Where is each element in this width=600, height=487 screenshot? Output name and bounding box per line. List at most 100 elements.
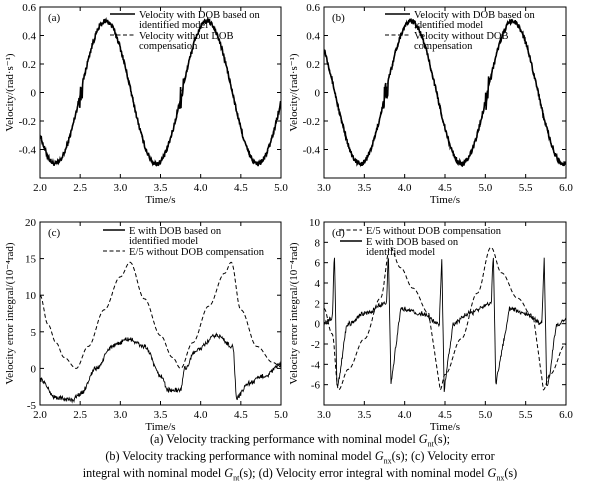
y-tick-label: 0.6 [22, 2, 36, 14]
legend-label: identified model [366, 247, 435, 258]
series-line-dashed [40, 261, 281, 369]
y-tick-label: 0 [315, 88, 321, 100]
caption-line-1: (a) Velocity tracking performance with n… [149, 432, 451, 449]
panel-label: (c) [48, 227, 61, 239]
panel-d: 3.0 3.5 4.0 4.5 5.0 5.5 6.0 -6 -4 -2 0 2 4 6 8 10 Time/s… [288, 217, 573, 433]
x-tick-label: 4.5 [234, 182, 248, 194]
series-line-solid [324, 257, 566, 392]
x-tick-label: 5.5 [519, 409, 533, 421]
series-line-solid [40, 332, 281, 404]
x-tick-label: 3.0 [317, 182, 331, 194]
x-tick-label: 4.5 [438, 182, 452, 194]
y-tick-label: 0 [31, 88, 37, 100]
x-axis-label: Time/s [145, 194, 175, 206]
x-tick-label: 4.5 [234, 409, 248, 421]
panel-label: (d) [332, 227, 345, 239]
y-tick-label: -5 [27, 400, 37, 412]
x-tick-label: 4.0 [194, 182, 208, 194]
y-tick-label: -0.4 [19, 145, 37, 157]
legend-label: identified model [414, 20, 483, 31]
x-tick-label: 4.0 [398, 409, 412, 421]
legend-label: E with DOB based on [129, 226, 222, 237]
x-tick-label: 3.0 [113, 409, 127, 421]
x-tick-label: 3.0 [113, 182, 127, 194]
y-tick-label: 15 [25, 254, 37, 266]
y-tick-label: 10 [25, 290, 37, 302]
x-tick-label: 3.0 [317, 409, 331, 421]
y-tick-label: 0 [31, 363, 37, 375]
y-tick-label: -0.2 [303, 116, 320, 128]
y-tick-label: 4 [315, 278, 321, 290]
x-tick-label: 3.5 [357, 409, 371, 421]
y-tick-label: 10 [309, 217, 321, 229]
x-axis-label: Time/s [145, 421, 175, 433]
y-tick-label: 0.4 [306, 31, 320, 43]
panel-label: (b) [332, 12, 345, 24]
panel-c: 2.0 2.5 3.0 3.5 4.0 4.5 5.0 -5 0 5 10 15 20 Time/s Vel… [4, 217, 288, 433]
y-tick-label: 0.2 [306, 59, 320, 71]
panel-a: 2.0 2.5 3.0 3.5 4.0 4.5 5.0 -0.4 -0.2 0 0.2 0.4 0.6 T… [4, 2, 288, 206]
x-tick-label: 2.5 [73, 182, 87, 194]
x-tick-label: 5.0 [478, 182, 492, 194]
x-tick-label: 4.0 [398, 182, 412, 194]
x-tick-label: 3.5 [357, 182, 371, 194]
x-tick-label: 5.0 [274, 409, 288, 421]
legend-label: E/5 without DOB compensation [129, 247, 265, 258]
y-tick-label: 5 [31, 327, 37, 339]
y-axis-label: Velocity error integral/(10⁻⁴rad) [288, 242, 300, 385]
legend-label: Velocity with DOB based on [414, 10, 535, 21]
y-tick-label: -0.2 [19, 116, 36, 128]
y-tick-label: -6 [311, 380, 321, 392]
legend-label: compensation [414, 41, 473, 52]
x-tick-label: 2.0 [33, 182, 47, 194]
x-tick-label: 6.0 [559, 409, 573, 421]
y-axis-label: Velocity error integral/(10⁻⁴rad) [4, 242, 16, 385]
caption-line-3: integral with nominal model Gnt(s); (d) … [82, 466, 518, 483]
y-tick-label: -2 [311, 339, 320, 351]
legend-label: identified model [139, 20, 208, 31]
y-axis-label: Velocity/(rad·s⁻¹) [4, 53, 16, 131]
x-tick-label: 2.0 [33, 409, 47, 421]
x-tick-label: 4.0 [194, 409, 208, 421]
x-tick-label: 2.5 [73, 409, 87, 421]
x-axis-label: Time/s [430, 421, 460, 433]
y-tick-label: 0.4 [22, 31, 36, 43]
series-line-dashed [324, 246, 566, 391]
x-tick-label: 6.0 [559, 182, 573, 194]
y-tick-label: 0.2 [22, 59, 36, 71]
legend-label: Velocity with DOB based on [139, 10, 260, 21]
x-tick-label: 4.5 [438, 409, 452, 421]
legend-label: compensation [139, 41, 198, 52]
panel-label: (a) [48, 12, 61, 24]
x-tick-label: 5.5 [519, 182, 533, 194]
panel-b: 3.0 3.5 4.0 4.5 5.0 5.5 6.0 -0.4 -0.2 0 0.2 0.4 0.6 T… [288, 2, 573, 206]
legend-label: E with DOB based on [366, 237, 459, 248]
y-axis-label: Velocity/(rad·s⁻¹) [288, 53, 300, 131]
y-tick-label: 2 [315, 298, 321, 310]
y-tick-label: -4 [311, 359, 321, 371]
caption-line-2: (b) Velocity tracking performance with n… [105, 449, 495, 466]
legend-label: Velocity without DOB [139, 31, 234, 42]
legend-label: identified model [129, 236, 198, 247]
y-tick-label: 20 [25, 217, 37, 229]
y-tick-label: 8 [315, 237, 321, 249]
x-tick-label: 5.0 [478, 409, 492, 421]
legend-label: Velocity without DOB [414, 31, 509, 42]
y-tick-label: 0.6 [306, 2, 320, 14]
y-tick-label: 6 [315, 258, 321, 270]
legend-label: E/5 without DOB compensation [366, 226, 502, 237]
y-tick-label: -0.4 [303, 145, 321, 157]
x-tick-label: 3.5 [154, 182, 168, 194]
x-tick-label: 3.5 [154, 409, 168, 421]
plot-frame [323, 221, 567, 406]
x-axis-label: Time/s [430, 194, 460, 206]
x-tick-label: 5.0 [274, 182, 288, 194]
series-line-dashed [324, 19, 566, 167]
series-line-dashed [40, 19, 281, 166]
y-tick-label: 0 [315, 319, 321, 331]
